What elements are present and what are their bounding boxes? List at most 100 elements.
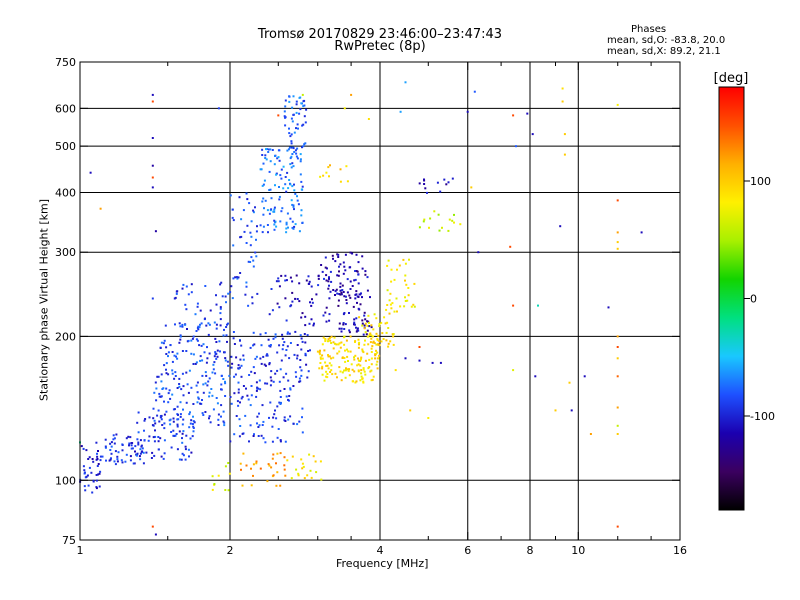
data-point [325, 375, 328, 378]
data-point [240, 468, 242, 471]
data-point [285, 231, 288, 234]
data-point [439, 361, 442, 364]
data-point [272, 416, 275, 419]
data-point [299, 108, 302, 111]
data-point [378, 325, 381, 328]
data-point [354, 381, 357, 384]
data-point [466, 110, 469, 113]
data-point [327, 340, 329, 343]
data-point [335, 288, 338, 291]
data-point [293, 151, 296, 153]
data-point [262, 213, 265, 216]
data-point [181, 287, 184, 290]
data-point [285, 223, 288, 226]
data-point [157, 409, 160, 412]
data-point [158, 395, 161, 398]
data-point [205, 361, 208, 364]
data-point [392, 335, 395, 338]
data-point [165, 362, 168, 365]
data-point [232, 337, 235, 340]
data-point [351, 380, 354, 383]
data-point [288, 146, 291, 149]
data-point [206, 346, 208, 349]
data-point [321, 270, 324, 273]
data-point [182, 385, 185, 388]
data-point [289, 342, 292, 344]
data-point [269, 376, 272, 379]
data-point [278, 401, 281, 404]
data-point [300, 337, 303, 340]
data-point [192, 363, 195, 365]
data-point [143, 419, 146, 422]
data-point [139, 458, 142, 461]
data-point [252, 265, 255, 268]
data-point [353, 323, 356, 326]
data-point [336, 274, 339, 277]
data-point [87, 484, 90, 487]
data-point [228, 374, 231, 377]
data-point [337, 304, 340, 307]
y-tick-label: 100 [55, 474, 76, 487]
data-point [424, 187, 427, 190]
data-point [85, 475, 88, 478]
data-point [190, 451, 193, 454]
data-point [348, 368, 351, 371]
data-point [240, 397, 243, 400]
data-point [95, 474, 98, 476]
data-point [362, 351, 365, 354]
data-point [563, 153, 566, 156]
data-point [366, 352, 369, 355]
data-point [174, 375, 177, 377]
data-point [237, 404, 240, 407]
data-point [322, 314, 325, 317]
data-point [97, 450, 99, 452]
colorbar-tick-label: 100 [750, 175, 771, 188]
data-point [252, 366, 255, 369]
data-point [327, 280, 330, 283]
data-point [339, 289, 342, 292]
data-point [215, 357, 218, 360]
data-point [150, 457, 153, 459]
data-point [222, 410, 225, 413]
data-point [404, 300, 407, 302]
data-point [90, 471, 93, 474]
data-point [308, 282, 311, 285]
data-point [394, 369, 397, 372]
data-point [221, 295, 224, 298]
data-point [340, 330, 343, 333]
data-point [332, 356, 335, 359]
data-point [321, 343, 324, 346]
data-point [185, 350, 188, 352]
data-point [332, 347, 335, 350]
data-point [288, 357, 291, 360]
data-point [387, 327, 390, 329]
colorbar: [deg] 100 0 -100 [714, 71, 775, 511]
data-point [171, 360, 174, 363]
data-point [92, 480, 95, 483]
data-point [423, 218, 426, 221]
data-point [190, 352, 193, 355]
data-point [616, 357, 619, 360]
data-point [357, 307, 360, 310]
data-point [409, 409, 412, 412]
data-point [295, 103, 298, 106]
data-point [192, 430, 195, 433]
data-point [265, 148, 267, 151]
data-point [235, 356, 238, 359]
data-point [274, 372, 277, 375]
data-point [277, 280, 280, 283]
data-point [165, 372, 168, 375]
data-point [114, 463, 117, 466]
data-point [616, 375, 619, 378]
data-point [339, 370, 342, 373]
data-point [101, 455, 104, 458]
data-point [370, 324, 373, 327]
data-point [154, 533, 157, 536]
data-point [143, 439, 146, 442]
data-point [288, 132, 291, 135]
data-point [410, 305, 413, 308]
data-point [282, 376, 285, 379]
data-point [297, 203, 300, 206]
data-point [104, 446, 107, 449]
data-point [269, 401, 272, 404]
